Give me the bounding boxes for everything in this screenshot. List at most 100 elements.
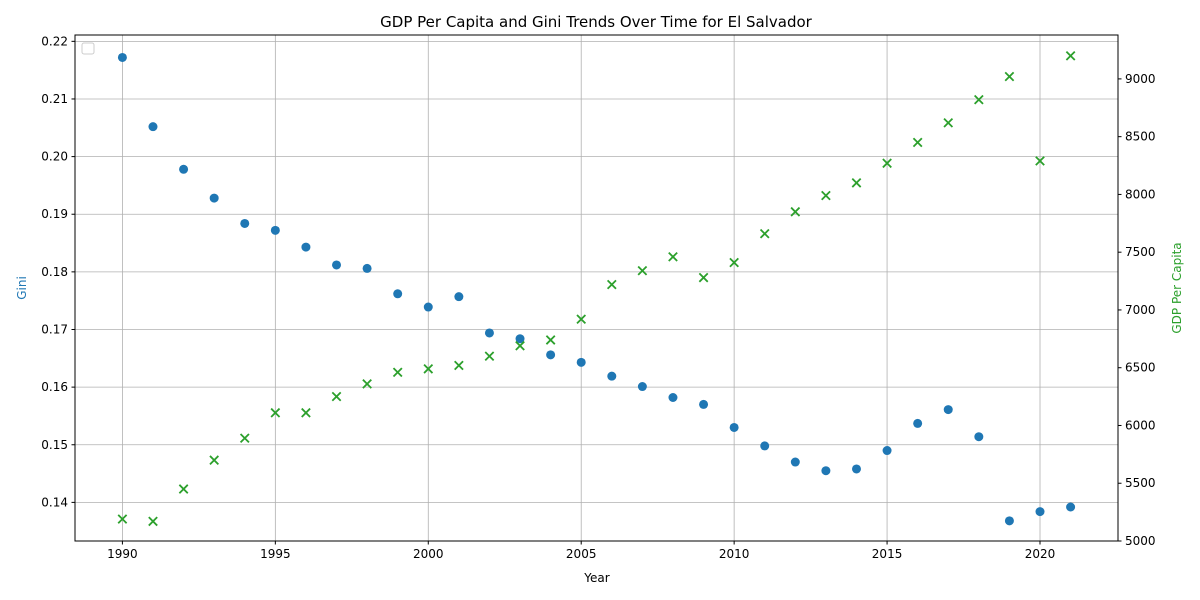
left-y-tick-label: 0.17 [41, 322, 68, 336]
left-y-tick-label: 0.18 [41, 265, 68, 279]
gini-point [270, 225, 280, 235]
x-marker-stroke [821, 190, 831, 201]
x-tick-label: 2010 [719, 547, 750, 561]
x-tick-label: 2015 [872, 547, 903, 561]
left-y-tick-label: 0.21 [41, 92, 68, 106]
gini-point [423, 302, 433, 312]
x-marker-stroke [729, 257, 739, 268]
x-marker-stroke [362, 379, 372, 389]
gdp-per-capita-point [148, 516, 158, 527]
left-y-tick-label: 0.20 [41, 150, 68, 164]
gini-point [729, 422, 739, 432]
x-marker-stroke [668, 251, 678, 262]
legend-box [81, 42, 95, 55]
gdp-per-capita-point [454, 360, 464, 371]
left-y-tick-label: 0.15 [41, 438, 68, 452]
gini-point [301, 242, 311, 252]
chart-title: GDP Per Capita and Gini Trends Over Time… [380, 13, 812, 31]
gini-point [851, 464, 861, 474]
gini-point [913, 418, 923, 428]
gini-point [790, 457, 800, 467]
left-y-tick-label: 0.19 [41, 207, 68, 221]
x-axis-title: Year [583, 571, 609, 585]
gdp-per-capita-point [270, 407, 281, 418]
gdp-per-capita-point [239, 433, 250, 444]
gini-point [576, 357, 586, 367]
gini-point [454, 292, 464, 302]
gini-point [332, 260, 342, 270]
x-marker-stroke [515, 340, 525, 351]
x-marker-stroke [301, 407, 311, 418]
gdp-per-capita-point [392, 367, 403, 378]
gini-point [607, 371, 617, 381]
x-marker-stroke [178, 484, 189, 494]
gdp-per-capita-point [973, 94, 984, 105]
gdp-per-capita-point [606, 279, 617, 290]
gini-point [117, 52, 127, 62]
gdp-per-capita-point [1035, 156, 1045, 166]
x-marker-stroke [423, 364, 434, 374]
gdp-per-capita-point [178, 484, 189, 494]
data-markers [117, 50, 1076, 527]
right-y-tick-label: 8500 [1125, 130, 1156, 144]
left-y-tick-label: 0.22 [41, 34, 68, 48]
x-marker-stroke [148, 516, 158, 527]
x-marker-stroke [637, 265, 648, 276]
gini-point [546, 350, 556, 360]
gdp-per-capita-point [331, 391, 342, 402]
right-y-tick-label: 5000 [1125, 534, 1156, 548]
x-marker-stroke [882, 158, 892, 169]
x-marker-stroke [484, 351, 495, 361]
right-y-tick-label: 9000 [1125, 72, 1156, 86]
gini-point [668, 392, 678, 402]
x-marker-stroke [943, 117, 954, 128]
gdp-per-capita-point [362, 379, 372, 389]
x-marker-stroke [1035, 156, 1045, 166]
x-tick-label: 2005 [566, 547, 597, 561]
gdp-per-capita-point [515, 340, 525, 351]
x-marker-stroke [698, 272, 709, 283]
gdp-per-capita-point [117, 514, 128, 524]
x-marker-stroke [1065, 50, 1076, 61]
x-marker-stroke [576, 314, 587, 325]
x-marker-stroke [545, 335, 556, 345]
x-marker-stroke [912, 137, 923, 148]
x-marker-stroke [331, 391, 342, 402]
gini-point [760, 441, 770, 451]
gdp-per-capita-point [423, 364, 434, 374]
gini-point [1035, 507, 1045, 517]
x-tick-label: 1990 [107, 547, 138, 561]
left-y-axis-title: Gini [15, 276, 29, 300]
gdp-per-capita-point [821, 190, 831, 201]
gdp-per-capita-point [790, 206, 801, 217]
gdp-per-capita-point [301, 407, 311, 418]
gini-point [484, 328, 494, 338]
x-marker-stroke [239, 433, 250, 444]
axis-ticks: 1990 1995 2000 2005 2010 2015 2020 0.14 0.15 0.16… [41, 34, 1155, 561]
right-y-tick-label: 7000 [1125, 303, 1156, 317]
gdp-per-capita-point [637, 265, 648, 276]
gini-point [821, 466, 831, 476]
gdp-per-capita-point [576, 314, 587, 325]
gini-point [393, 289, 403, 299]
x-marker-stroke [606, 279, 617, 290]
x-marker-stroke [392, 367, 403, 378]
gini-point [209, 193, 219, 203]
x-marker-stroke [973, 94, 984, 105]
gini-point [974, 432, 984, 442]
right-y-tick-label: 6500 [1125, 361, 1156, 375]
gdp-per-capita-point [912, 137, 923, 148]
right-y-axis-title: GDP Per Capita [1170, 242, 1184, 333]
x-marker-stroke [1004, 71, 1015, 82]
gini-point [1066, 502, 1076, 512]
gdp-per-capita-point [729, 257, 739, 268]
gdp-per-capita-point [545, 335, 556, 345]
x-marker-stroke [454, 360, 464, 371]
plot-frame [74, 34, 1119, 542]
gdp-per-capita-point [698, 272, 709, 283]
x-marker-stroke [117, 514, 128, 524]
x-marker-stroke [270, 407, 281, 418]
right-y-tick-label: 5500 [1125, 476, 1156, 490]
